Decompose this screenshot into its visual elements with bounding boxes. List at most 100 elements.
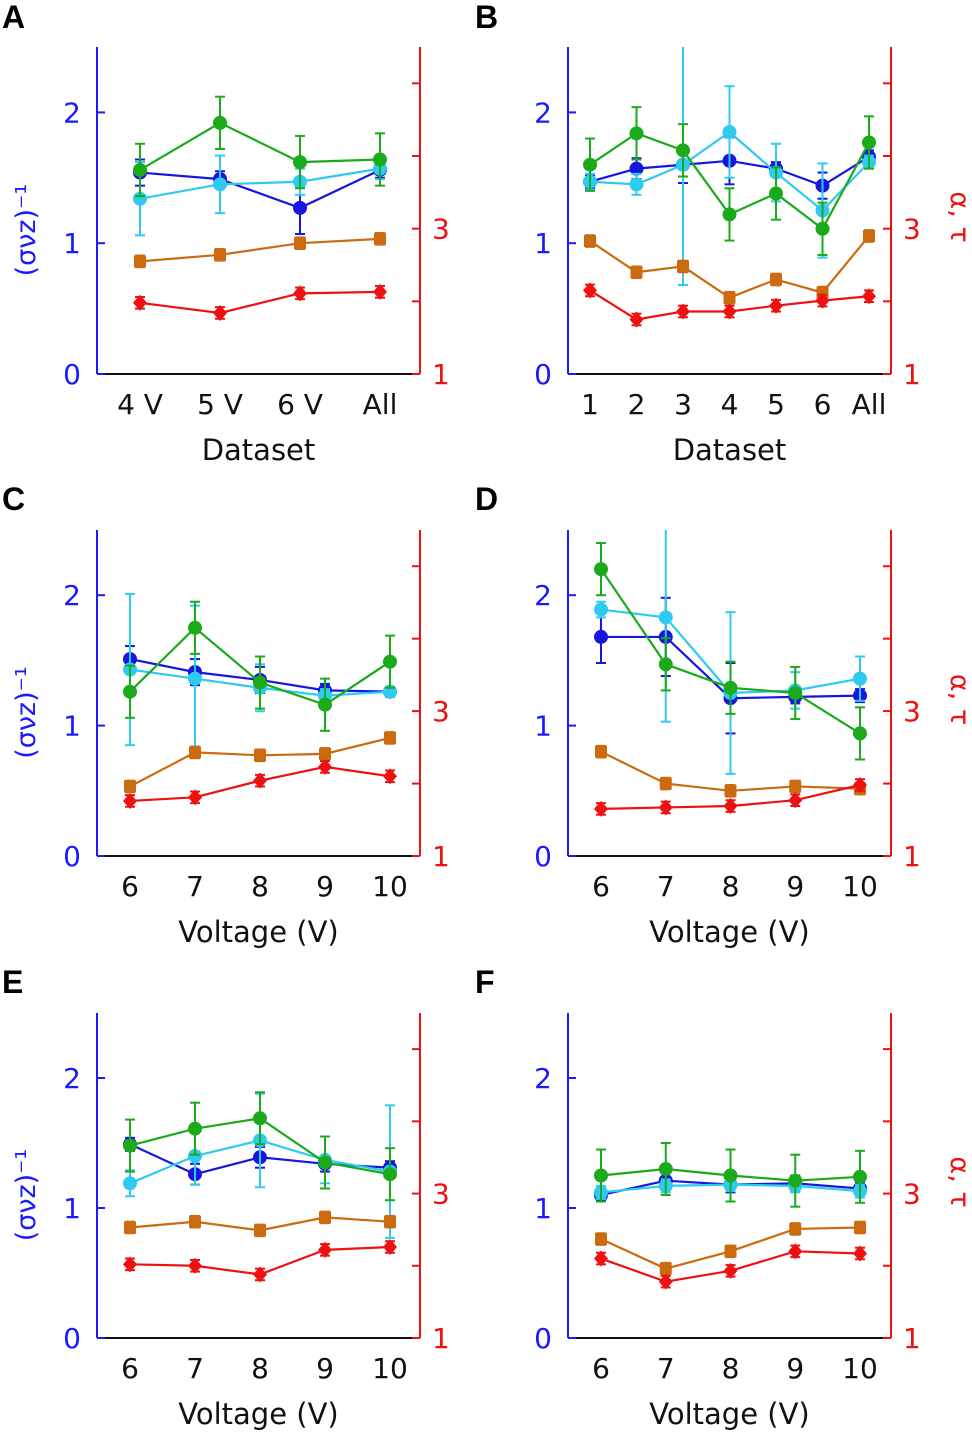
x-tick-label: 6 (121, 1352, 139, 1385)
x-axis-label: Voltage (V) (649, 1397, 809, 1431)
data-point (188, 671, 202, 686)
x-tick-label: 10 (372, 1352, 408, 1385)
data-point (723, 1168, 738, 1183)
data-point (594, 629, 608, 644)
data-point (124, 780, 136, 793)
x-tick-label: All (852, 388, 887, 421)
data-point (318, 1155, 332, 1170)
data-point (789, 780, 802, 793)
right-axis-label: α, τ (944, 191, 972, 242)
data-point (723, 798, 738, 815)
left-tick-label: 1 (63, 1192, 81, 1225)
data-point (213, 304, 227, 321)
data-point (722, 207, 737, 222)
right-tick-label: 1 (432, 1322, 450, 1355)
data-point (659, 1262, 672, 1275)
series-1 (133, 154, 387, 237)
right-tick-label: 1 (903, 1322, 921, 1355)
data-point (319, 747, 331, 760)
data-point (723, 680, 738, 695)
right-tick-label: 1 (903, 840, 921, 873)
data-point (595, 1233, 607, 1246)
data-point (788, 792, 803, 809)
data-point (583, 282, 597, 299)
data-point (584, 235, 596, 248)
left-tick-label: 0 (534, 1322, 552, 1355)
panel-letter: F (475, 964, 495, 1000)
series-3 (124, 1210, 396, 1238)
data-point (788, 1243, 803, 1260)
right-tick-label: 1 (432, 358, 450, 391)
data-point (213, 115, 227, 130)
data-point (815, 292, 830, 309)
data-point (658, 610, 673, 625)
data-point (853, 1245, 867, 1262)
series-2 (123, 600, 397, 732)
x-tick-label: 6 (121, 870, 139, 903)
data-point (133, 162, 147, 177)
x-tick-label: 7 (657, 870, 675, 903)
x-tick-label: 8 (251, 1352, 269, 1385)
data-point (724, 1245, 737, 1258)
data-point (594, 1168, 608, 1183)
panel-c: C 0 1 2 1 3 6 7 8 9 10 Voltage (V) (σνz)⁻¹ (2, 481, 450, 949)
data-point (594, 1250, 608, 1267)
data-point (374, 232, 386, 245)
right-axis-label: α, τ (944, 674, 972, 725)
data-point (862, 288, 876, 305)
x-tick-label: 10 (372, 870, 408, 903)
data-point (133, 294, 147, 311)
x-axis-label: Dataset (202, 433, 316, 467)
right-tick-label: 3 (903, 1178, 921, 1211)
data-point (769, 186, 783, 201)
data-point (629, 311, 644, 328)
left-tick-label: 0 (63, 358, 81, 391)
data-point (629, 177, 644, 192)
data-point (769, 297, 783, 314)
panel-letter: A (2, 0, 25, 35)
data-point (383, 1167, 397, 1182)
data-point (594, 602, 608, 617)
left-tick-label: 2 (63, 1062, 81, 1095)
data-point (214, 248, 226, 261)
series-3 (595, 1220, 866, 1276)
data-point (863, 229, 875, 242)
data-point (373, 152, 387, 167)
data-point (188, 620, 202, 635)
x-tick-label: 2 (628, 388, 646, 421)
data-point (658, 657, 673, 672)
left-axis-label: (σνz)⁻¹ (11, 666, 42, 759)
data-point (123, 1138, 137, 1153)
series-4 (133, 283, 387, 321)
x-tick-label: 3 (674, 388, 692, 421)
data-point (594, 800, 608, 817)
data-point (658, 1162, 673, 1176)
right-axis-label: α, τ (944, 1156, 972, 1207)
data-point (188, 1121, 202, 1136)
data-point (253, 675, 267, 690)
panel-a: A 0 1 2 1 3 4 V 5 V 6 V All Dataset (σνz)⁻¹ (2, 0, 450, 467)
data-point (630, 266, 643, 279)
data-point (722, 125, 737, 140)
data-point (658, 1273, 673, 1290)
data-point (724, 784, 737, 797)
x-tick-label: 7 (186, 1352, 204, 1385)
data-point (659, 777, 672, 790)
data-point (188, 789, 202, 806)
x-tick-label: 8 (251, 870, 269, 903)
data-point (383, 768, 397, 785)
data-point (815, 221, 830, 236)
x-tick-label: 9 (316, 1352, 334, 1385)
series-line (139, 237, 381, 263)
left-tick-label: 0 (534, 840, 552, 873)
data-point (253, 1266, 267, 1283)
x-tick-label: 1 (581, 388, 599, 421)
data-point (853, 726, 867, 741)
data-point (383, 654, 397, 669)
right-tick-label: 1 (903, 358, 921, 391)
series-3 (134, 232, 386, 269)
right-tick-label: 1 (432, 840, 450, 873)
